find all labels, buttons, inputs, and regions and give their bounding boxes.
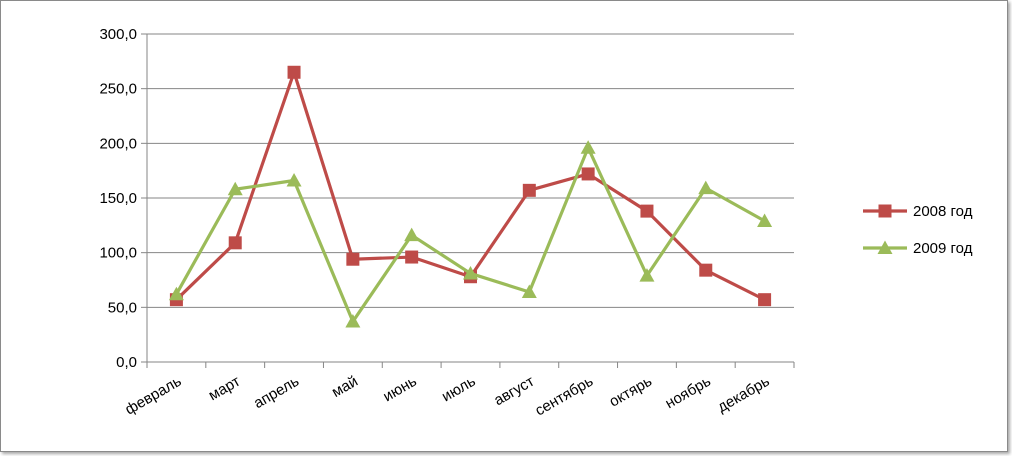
- legend-entry: 2009 год: [863, 240, 973, 257]
- legend: 2008 год 2009 год: [863, 203, 973, 257]
- data-point: [758, 293, 772, 307]
- data-point: [463, 265, 478, 280]
- x-category-label: июнь: [380, 373, 420, 406]
- y-tick-label: 100,0: [99, 245, 137, 262]
- y-tick-labels: 0,0 50,0 100,0 150,0 200,0 250,0 300,0: [99, 26, 137, 371]
- legend-entry: 2008 год: [863, 203, 973, 220]
- data-point: [522, 183, 536, 197]
- data-point: [581, 167, 595, 181]
- data-point: [286, 173, 302, 187]
- data-point: [228, 236, 242, 250]
- x-category-label: март: [206, 373, 244, 405]
- data-point: [404, 227, 420, 242]
- x-category-label: февраль: [122, 373, 184, 419]
- y-tick-label: 0,0: [116, 354, 137, 371]
- x-category-label: сентябрь: [532, 373, 596, 420]
- data-point: [345, 314, 361, 328]
- x-category-label: май: [329, 373, 361, 401]
- series-lines: [168, 65, 773, 328]
- x-category-label: октярь: [606, 373, 655, 411]
- data-point: [227, 181, 243, 196]
- data-point: [699, 263, 713, 277]
- axes: [141, 33, 795, 368]
- x-tick-labels: февраль март апрель май июнь июль августсентяб…: [122, 373, 772, 420]
- data-point: [580, 140, 596, 154]
- data-point: [346, 252, 360, 266]
- x-category-label: ноябрь: [662, 373, 714, 413]
- y-tick-label: 50,0: [108, 299, 137, 316]
- y-tick-label: 200,0: [99, 135, 137, 152]
- x-category-label: апрель: [251, 373, 302, 412]
- data-point: [757, 213, 773, 227]
- y-tick-label: 250,0: [99, 81, 137, 98]
- data-point: [168, 286, 184, 301]
- legend-label: 2008 год: [913, 203, 973, 220]
- x-category-label: август: [491, 373, 537, 410]
- legend-marker: [878, 204, 892, 218]
- series-line: [175, 146, 766, 324]
- data-point: [521, 284, 537, 299]
- data-point: [287, 65, 301, 79]
- y-tick-label: 300,0: [99, 26, 137, 43]
- x-category-label: июль: [439, 373, 479, 406]
- gridlines: [147, 33, 794, 363]
- series-1: [168, 140, 773, 328]
- legend-label: 2009 год: [913, 240, 973, 257]
- data-point: [639, 268, 655, 282]
- x-category-label: декабрь: [715, 373, 773, 416]
- data-point: [698, 180, 714, 195]
- legend-marker: [877, 240, 893, 254]
- y-tick-label: 150,0: [99, 190, 137, 207]
- data-point: [405, 250, 419, 264]
- data-point: [640, 204, 654, 218]
